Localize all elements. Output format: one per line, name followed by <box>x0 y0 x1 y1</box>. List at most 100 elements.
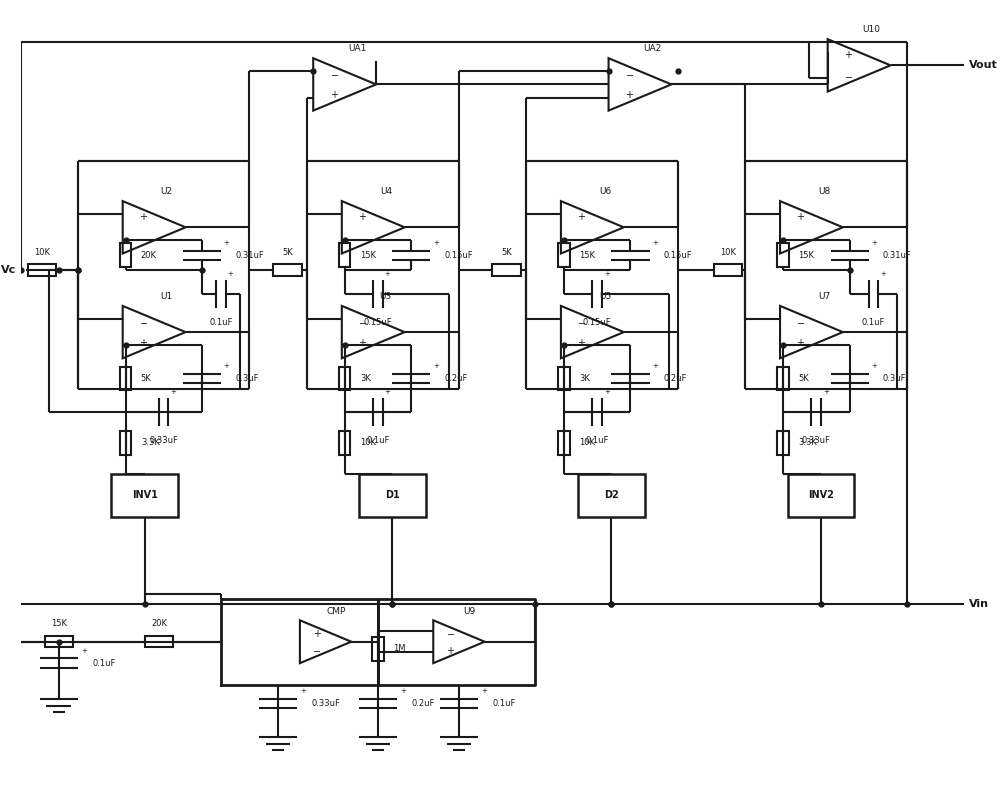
Text: 10K: 10K <box>720 248 736 257</box>
Text: 0.33uF: 0.33uF <box>149 436 178 445</box>
Bar <box>558 367 570 391</box>
Text: 0.3uF: 0.3uF <box>235 374 259 383</box>
Text: U9: U9 <box>463 607 475 615</box>
Text: U5: U5 <box>599 292 611 301</box>
Bar <box>777 243 789 267</box>
Text: 15K: 15K <box>798 251 814 260</box>
Text: $+$: $+$ <box>313 627 322 638</box>
Text: 0.1uF: 0.1uF <box>209 318 233 327</box>
Text: +: + <box>433 240 439 245</box>
Text: U1: U1 <box>161 292 173 301</box>
Text: 3.3K: 3.3K <box>141 439 160 447</box>
Text: INV1: INV1 <box>132 490 158 500</box>
Text: +: + <box>871 363 877 369</box>
Text: +: + <box>481 688 487 694</box>
Text: $-$: $-$ <box>312 645 322 656</box>
Text: D2: D2 <box>604 490 619 500</box>
Text: +: + <box>400 688 406 694</box>
Text: $+$: $+$ <box>330 89 339 100</box>
Text: Vin: Vin <box>969 599 989 608</box>
Bar <box>45 636 73 648</box>
Text: +: + <box>652 240 658 245</box>
Text: 0.15uF: 0.15uF <box>664 251 692 260</box>
Bar <box>145 636 173 648</box>
Text: $-$: $-$ <box>330 69 339 79</box>
Text: 3.3K: 3.3K <box>798 439 817 447</box>
Text: 0.31uF: 0.31uF <box>235 251 264 260</box>
Text: +: + <box>227 271 233 277</box>
Text: +: + <box>604 271 610 277</box>
Text: $-$: $-$ <box>625 69 634 79</box>
Text: 20K: 20K <box>151 619 167 628</box>
Text: 0.15uF: 0.15uF <box>445 251 473 260</box>
Text: $+$: $+$ <box>139 337 148 348</box>
Text: +: + <box>433 363 439 369</box>
Text: INV2: INV2 <box>808 490 834 500</box>
Text: $-$: $-$ <box>358 233 367 243</box>
Text: $+$: $+$ <box>577 211 586 222</box>
Text: 0.33uF: 0.33uF <box>311 699 340 709</box>
Bar <box>359 474 426 517</box>
Bar <box>372 637 384 660</box>
Text: UA1: UA1 <box>348 44 366 54</box>
Text: 5K: 5K <box>282 248 293 257</box>
Bar <box>492 264 521 276</box>
Text: 0.1uF: 0.1uF <box>585 436 609 445</box>
Bar <box>273 264 302 276</box>
Text: $+$: $+$ <box>796 211 806 222</box>
Text: +: + <box>224 240 230 245</box>
Text: $-$: $-$ <box>446 628 455 638</box>
Text: U7: U7 <box>818 292 830 301</box>
Text: $-$: $-$ <box>577 316 586 327</box>
Text: $-$: $-$ <box>796 316 806 327</box>
Bar <box>339 367 350 391</box>
Bar <box>788 474 854 517</box>
Text: 10K: 10K <box>579 439 595 447</box>
Text: +: + <box>300 688 306 694</box>
Text: U8: U8 <box>818 187 830 196</box>
Text: $-$: $-$ <box>358 316 367 327</box>
Text: +: + <box>823 389 829 394</box>
Text: 5K: 5K <box>501 248 512 257</box>
Text: U4: U4 <box>380 187 392 196</box>
Text: 0.2uF: 0.2uF <box>411 699 435 709</box>
Bar <box>111 474 178 517</box>
Text: $-$: $-$ <box>796 233 806 243</box>
Text: 0.1uF: 0.1uF <box>366 436 390 445</box>
Text: 10K: 10K <box>34 248 50 257</box>
Text: 0.15uF: 0.15uF <box>583 318 611 327</box>
Bar <box>339 431 350 454</box>
Text: $+$: $+$ <box>625 89 634 100</box>
Text: 0.3uF: 0.3uF <box>883 374 906 383</box>
Text: +: + <box>81 648 87 653</box>
Text: 0.2uF: 0.2uF <box>664 374 687 383</box>
Text: 5K: 5K <box>141 374 152 383</box>
Text: 3K: 3K <box>579 374 590 383</box>
Text: +: + <box>871 240 877 245</box>
Text: CMP: CMP <box>326 607 346 615</box>
Bar <box>120 243 131 267</box>
Bar <box>558 243 570 267</box>
Text: U10: U10 <box>863 25 881 35</box>
Bar <box>558 431 570 454</box>
Text: 10K: 10K <box>360 439 376 447</box>
Text: $-$: $-$ <box>139 233 148 243</box>
Text: UA2: UA2 <box>643 44 662 54</box>
Text: 0.31uF: 0.31uF <box>883 251 912 260</box>
Text: 3K: 3K <box>360 374 371 383</box>
Text: $-$: $-$ <box>139 316 148 327</box>
Bar <box>120 431 131 454</box>
Text: +: + <box>170 389 176 394</box>
Text: 1M: 1M <box>393 645 406 653</box>
Bar <box>339 243 350 267</box>
Text: 0.1uF: 0.1uF <box>92 659 116 667</box>
Text: 5K: 5K <box>798 374 809 383</box>
Text: 0.15uF: 0.15uF <box>364 318 392 327</box>
Text: U6: U6 <box>599 187 611 196</box>
Text: 15K: 15K <box>360 251 376 260</box>
Text: 0.2uF: 0.2uF <box>445 374 468 383</box>
Text: $+$: $+$ <box>139 211 148 222</box>
Text: $-$: $-$ <box>844 71 853 80</box>
Bar <box>120 367 131 391</box>
Text: $+$: $+$ <box>446 645 455 656</box>
